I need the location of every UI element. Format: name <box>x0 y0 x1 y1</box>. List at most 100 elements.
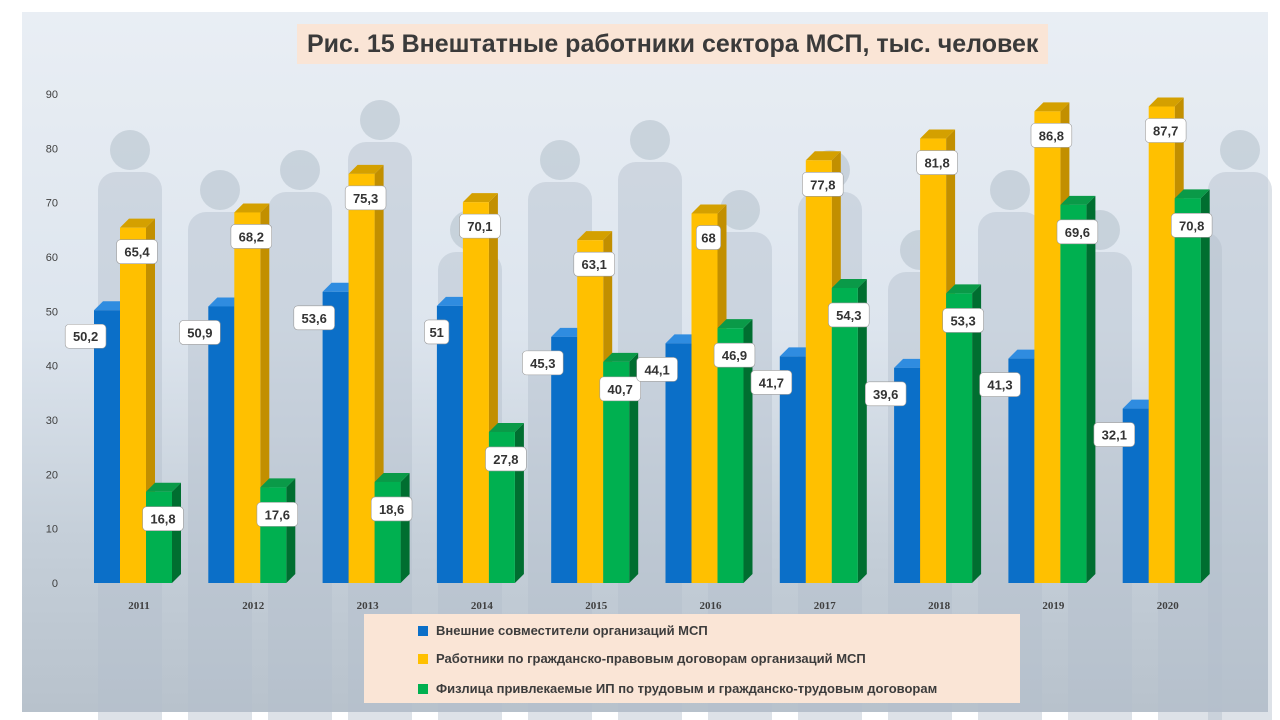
data-label-green-2013: 18,6 <box>370 496 413 522</box>
data-label-green-2012: 17,6 <box>256 502 298 527</box>
data-label-green-2016: 46,9 <box>713 342 756 368</box>
y-tick-label: 40 <box>46 361 58 373</box>
svg-text:50,9: 50,9 <box>187 325 212 340</box>
x-tick-label: 2017 <box>814 600 837 612</box>
svg-text:68: 68 <box>701 231 715 246</box>
svg-text:70,8: 70,8 <box>1179 218 1204 233</box>
x-tick-label: 2011 <box>128 600 149 612</box>
x-tick-label: 2019 <box>1042 600 1065 612</box>
data-label-gold-2018: 81,8 <box>916 150 958 175</box>
bar-green-2011 <box>146 482 181 583</box>
data-label-blue-2014: 51 <box>424 319 450 345</box>
bar-green-2019 <box>1060 195 1096 583</box>
svg-text:54,3: 54,3 <box>836 308 861 323</box>
data-label-gold-2019: 86,8 <box>1030 123 1073 148</box>
svg-text:27,8: 27,8 <box>493 452 518 467</box>
bars-layer <box>94 97 1210 584</box>
x-tick-label: 2013 <box>357 600 380 612</box>
svg-text:44,1: 44,1 <box>644 362 669 377</box>
y-tick-label: 90 <box>46 89 58 101</box>
data-label-green-2011: 16,8 <box>142 506 184 532</box>
bar-green-2020 <box>1174 189 1210 583</box>
legend-swatch-green <box>418 683 428 694</box>
svg-text:81,8: 81,8 <box>924 156 949 171</box>
legend-swatch-gold <box>418 653 428 664</box>
x-axis: 2011 2012 2013 2014 2015 2016 2017 2018 2019 2020 <box>128 600 1179 612</box>
legend-label: Работники по гражданско-правовым договор… <box>436 651 866 666</box>
y-axis: 0 10 20 30 40 50 60 70 80 90 <box>46 89 58 590</box>
x-tick-label: 2014 <box>471 600 494 612</box>
svg-text:75,3: 75,3 <box>353 191 378 206</box>
data-label-green-2017: 54,3 <box>828 302 870 328</box>
data-label-gold-2011: 65,4 <box>116 239 158 264</box>
data-label-gold-2017: 77,8 <box>802 171 844 197</box>
svg-text:53,3: 53,3 <box>950 313 975 328</box>
data-label-green-2020: 70,8 <box>1171 213 1213 238</box>
y-tick-label: 0 <box>52 578 58 590</box>
x-tick-label: 2016 <box>700 600 723 612</box>
svg-text:77,8: 77,8 <box>810 177 835 192</box>
data-label-gold-2020: 87,7 <box>1145 118 1187 143</box>
data-label-blue-2017: 41,7 <box>750 370 793 395</box>
y-tick-label: 20 <box>46 469 58 481</box>
data-label-blue-2015: 45,3 <box>522 350 564 376</box>
data-label-blue-2016: 44,1 <box>636 357 678 382</box>
svg-text:41,3: 41,3 <box>987 378 1012 393</box>
bar-green-2016 <box>717 319 753 583</box>
x-tick-label: 2012 <box>242 600 265 612</box>
legend-label: Физлица привлекаемые ИП по трудовым и гр… <box>436 681 938 696</box>
svg-text:53,6: 53,6 <box>302 311 327 326</box>
chart-title: Рис. 15 Внештатные работники сектора МСП… <box>307 29 1039 58</box>
y-tick-label: 10 <box>46 524 58 536</box>
y-tick-label: 50 <box>46 306 58 318</box>
data-label-blue-2020: 32,1 <box>1093 422 1136 447</box>
legend-swatch-blue <box>418 625 428 636</box>
svg-text:68,2: 68,2 <box>239 229 264 244</box>
bar-green-2017 <box>831 278 867 583</box>
svg-text:17,6: 17,6 <box>265 507 290 522</box>
data-label-blue-2018: 39,6 <box>864 381 907 407</box>
svg-text:41,7: 41,7 <box>759 375 784 390</box>
data-label-blue-2012: 50,9 <box>179 320 221 345</box>
x-tick-label: 2018 <box>928 600 951 612</box>
y-tick-label: 30 <box>46 415 58 427</box>
svg-text:18,6: 18,6 <box>379 502 404 517</box>
data-label-blue-2011: 50,2 <box>64 323 107 349</box>
data-label-gold-2015: 63,1 <box>573 251 615 277</box>
data-label-gold-2014: 70,1 <box>459 213 501 239</box>
legend: Внешние совместители организаций МСП Раб… <box>364 614 1020 703</box>
legend-item-individuals-hired-by-ie: Физлица привлекаемые ИП по трудовым и гр… <box>418 681 937 696</box>
data-label-blue-2019: 41,3 <box>979 372 1021 397</box>
data-label-green-2018: 53,3 <box>942 308 984 333</box>
bar-green-2012 <box>260 478 296 583</box>
legend-item-external-part-timers: Внешние совместители организаций МСП <box>418 623 708 638</box>
y-tick-label: 70 <box>46 198 58 210</box>
svg-text:40,7: 40,7 <box>608 382 633 397</box>
data-label-gold-2012: 68,2 <box>230 224 272 249</box>
y-tick-label: 80 <box>46 143 58 155</box>
data-labels-layer: 50,2 65,4 16,8 50,9 68,2 17,6 53,6 75,3 18,6 51 70… <box>64 118 1213 532</box>
svg-text:63,1: 63,1 <box>582 257 607 272</box>
svg-text:32,1: 32,1 <box>1102 428 1127 443</box>
svg-text:50,2: 50,2 <box>73 329 98 344</box>
chart-title-box: Рис. 15 Внештатные работники сектора МСП… <box>297 24 1049 64</box>
svg-text:39,6: 39,6 <box>873 387 898 402</box>
data-label-green-2019: 69,6 <box>1056 219 1099 245</box>
svg-text:16,8: 16,8 <box>150 512 175 527</box>
legend-label: Внешние совместители организаций МСП <box>436 623 708 638</box>
x-tick-label: 2020 <box>1157 600 1180 612</box>
bar-green-2018 <box>946 284 982 583</box>
y-tick-label: 60 <box>46 252 58 264</box>
svg-text:70,1: 70,1 <box>467 219 492 234</box>
data-label-green-2015: 40,7 <box>599 376 641 402</box>
svg-text:51: 51 <box>429 325 443 340</box>
data-label-gold-2016: 68 <box>695 225 721 250</box>
data-label-gold-2013: 75,3 <box>344 185 387 211</box>
svg-text:65,4: 65,4 <box>124 245 150 260</box>
bar-green-2013 <box>374 472 410 583</box>
svg-text:46,9: 46,9 <box>722 348 747 363</box>
svg-text:86,8: 86,8 <box>1039 128 1064 143</box>
legend-item-civil-contract-workers: Работники по гражданско-правовым договор… <box>418 651 866 666</box>
